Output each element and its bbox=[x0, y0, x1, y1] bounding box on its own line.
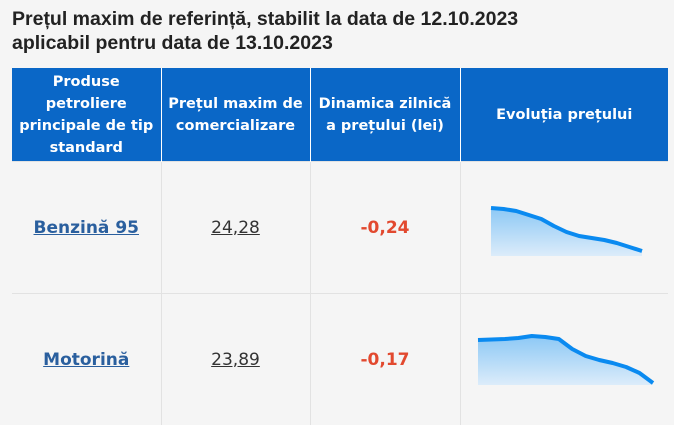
product-link[interactable]: Benzină 95 bbox=[34, 218, 139, 238]
header-evolution: Evoluția prețului bbox=[460, 68, 668, 162]
product-link[interactable]: Motorină bbox=[43, 350, 129, 370]
header-dynamic: Dinamica zilnică a prețului (lei) bbox=[310, 68, 460, 162]
header-product: Produse petroliere principale de tip sta… bbox=[12, 68, 161, 162]
price-table: Produse petroliere principale de tip sta… bbox=[12, 68, 668, 425]
header-price: Prețul maxim de comercializare bbox=[161, 68, 310, 162]
price-link[interactable]: 23,89 bbox=[211, 350, 260, 370]
page-title: Prețul maxim de referință, stabilit la d… bbox=[12, 7, 518, 55]
header-row: Produse petroliere principale de tip sta… bbox=[12, 68, 668, 162]
dynamic-value: -0,24 bbox=[310, 162, 460, 294]
dynamic-value: -0,17 bbox=[310, 294, 460, 425]
table-row: Motorină 23,89 -0,17 bbox=[12, 294, 668, 425]
table-row: Benzină 95 24,28 -0,24 bbox=[12, 162, 668, 294]
sparkline-chart bbox=[462, 163, 670, 287]
sparkline-chart bbox=[462, 295, 670, 419]
price-link[interactable]: 24,28 bbox=[211, 218, 260, 238]
